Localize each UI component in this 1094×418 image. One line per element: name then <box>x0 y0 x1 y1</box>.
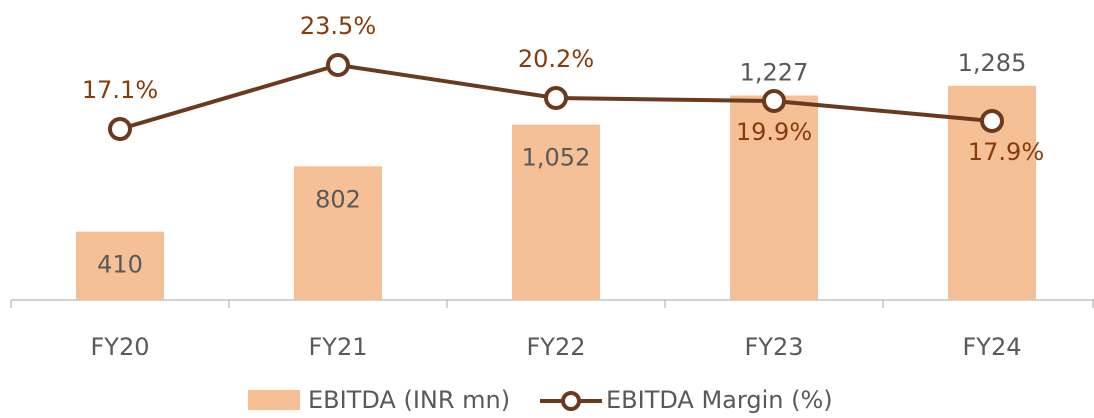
x-tick-label: FY21 <box>308 333 367 361</box>
x-tick-label: FY23 <box>744 333 803 361</box>
legend-marker <box>561 391 581 411</box>
line-label: 20.2% <box>518 45 594 73</box>
x-tick-label: FY22 <box>526 333 585 361</box>
legend-label: EBITDA (INR mn) <box>308 386 510 414</box>
bar-label: 410 <box>97 251 143 279</box>
bar-label: 802 <box>315 185 361 213</box>
line-label: 23.5% <box>300 12 376 40</box>
bar-label: 1,052 <box>522 144 591 172</box>
x-tick-label: FY24 <box>962 333 1021 361</box>
bar-label: 1,285 <box>958 49 1027 77</box>
legend-label: EBITDA Margin (%) <box>606 386 833 414</box>
bar <box>294 166 382 300</box>
line-marker <box>762 89 786 113</box>
line-marker <box>326 53 350 77</box>
legend-swatch <box>248 390 300 410</box>
line-label: 19.9% <box>736 118 812 146</box>
line-marker <box>108 117 132 141</box>
x-tick-label: FY20 <box>90 333 149 361</box>
line-label: 17.9% <box>968 138 1044 166</box>
bar <box>512 124 600 301</box>
line-label: 17.1% <box>82 76 158 104</box>
line-marker <box>980 109 1004 133</box>
bar <box>730 95 818 300</box>
bar-label: 1,227 <box>740 59 809 87</box>
line-marker <box>544 86 568 110</box>
bar <box>76 231 164 300</box>
